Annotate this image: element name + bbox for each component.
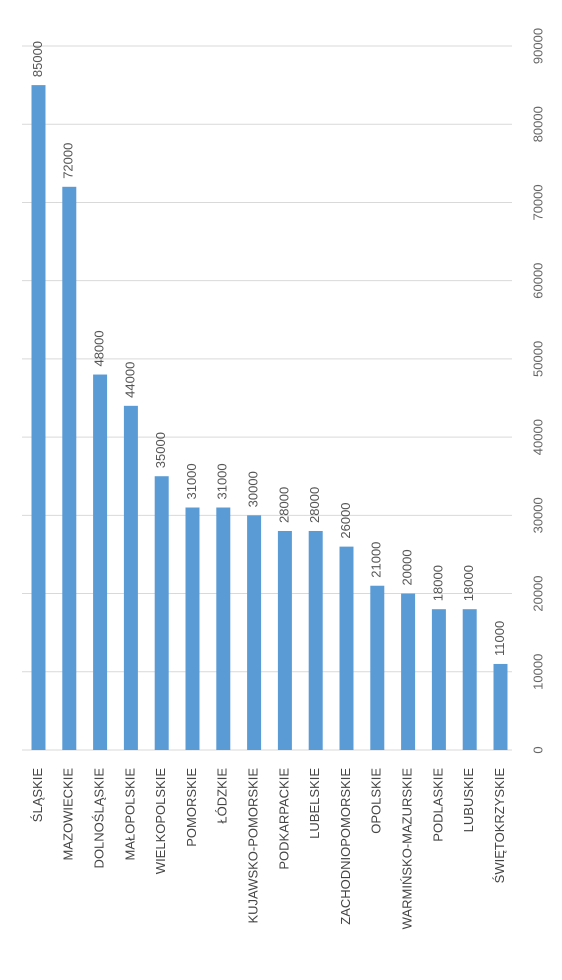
y-tick-label: 90000 — [530, 28, 545, 64]
data-label: 31000 — [215, 463, 230, 499]
bar — [216, 507, 231, 750]
y-tick-label: 40000 — [530, 419, 545, 455]
category-label: ZACHODNIOPOMORSKIE — [338, 768, 353, 925]
data-label: 48000 — [92, 330, 107, 366]
y-tick-label: 50000 — [530, 341, 545, 377]
y-tick-label: 0 — [530, 746, 545, 753]
bar — [431, 609, 446, 750]
bar — [154, 476, 169, 750]
bar — [277, 530, 292, 750]
category-label: ŚLĄSKIE — [30, 768, 45, 823]
y-tick-label: 60000 — [530, 263, 545, 299]
category-label: PODKARPACKIE — [276, 768, 291, 870]
y-tick-label: 10000 — [530, 654, 545, 690]
category-label: OPOLSKIE — [369, 768, 384, 834]
category-label: MAZOWIECKIE — [61, 768, 76, 861]
bar — [62, 186, 77, 751]
category-label: KUJAWSKO-POMORSKIE — [246, 768, 261, 924]
data-label: 35000 — [153, 432, 168, 468]
category-label: LUBUSKIE — [461, 768, 476, 833]
category-label: PODLASKIE — [430, 768, 445, 842]
data-label: 85000 — [30, 41, 45, 77]
category-label: ŚWIĘTOKRZYSKIE — [492, 768, 507, 884]
category-label: ŁÓDZKIE — [215, 768, 230, 824]
data-label: 11000 — [492, 621, 507, 656]
y-tick-label: 20000 — [530, 575, 545, 611]
bar — [185, 507, 200, 750]
category-label: LUBELSKIE — [307, 768, 322, 839]
category-labels: ŚLĄSKIE MAZOWIECKIE DOLNOŚLĄSKIE MAŁOPOLSKI… — [30, 768, 507, 930]
bar — [339, 546, 354, 750]
category-label: WARMIŃSKO-MAZURSKIE — [400, 768, 415, 930]
y-tick-label: 80000 — [530, 106, 545, 142]
bars — [31, 85, 508, 751]
y-tick-label: 70000 — [530, 184, 545, 220]
category-label: MAŁOPOLSKIE — [122, 768, 137, 861]
bar — [462, 609, 477, 750]
data-label: 26000 — [338, 502, 353, 538]
category-label: POMORSKIE — [184, 768, 199, 847]
bar — [123, 405, 138, 750]
data-labels: 85000 72000 48000 44000 35000 31000 31000 30000… — [30, 41, 507, 656]
bar — [401, 593, 416, 750]
data-label: 28000 — [276, 487, 291, 523]
data-label: 72000 — [61, 143, 76, 179]
bar — [247, 515, 262, 750]
category-label: WIELKOPOLSKIE — [153, 768, 168, 875]
bar — [308, 530, 323, 750]
data-label: 18000 — [461, 565, 476, 601]
category-label: DOLNOŚLĄSKIE — [92, 768, 107, 869]
data-label: 28000 — [307, 487, 322, 523]
data-label: 31000 — [184, 463, 199, 499]
value-axis-ticks: 0 10000 20000 30000 40000 50000 60000 70000 8000… — [530, 28, 545, 754]
bar — [493, 663, 508, 750]
bar — [31, 85, 46, 751]
data-label: 44000 — [122, 362, 137, 398]
bar — [93, 374, 108, 750]
bar — [370, 585, 385, 750]
data-label: 21000 — [369, 542, 384, 578]
y-tick-label: 30000 — [530, 497, 545, 533]
data-label: 30000 — [246, 471, 261, 507]
data-label: 20000 — [400, 549, 415, 585]
data-label: 18000 — [430, 565, 445, 601]
